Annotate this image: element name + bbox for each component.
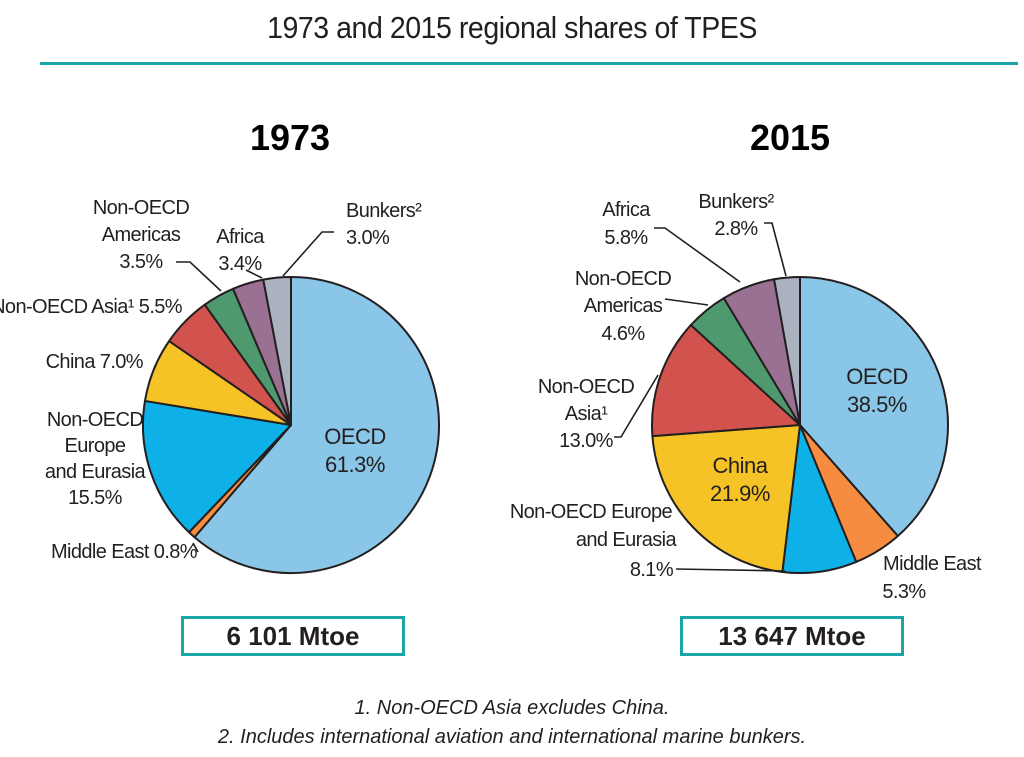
- label-2015-americas-1: Non-OECD: [575, 268, 671, 290]
- leader-europe-2015: [675, 568, 786, 572]
- label-2015-oecd-value: 38.5%: [847, 392, 907, 417]
- label-2015-europe-3: 8.1%: [630, 559, 674, 581]
- leader-middle-east-1973: [192, 542, 199, 553]
- total-1973: 6 101 Mtoe: [181, 616, 405, 656]
- labels-2015: OECD 38.5% China 21.9% Middle East 5.3% …: [510, 191, 983, 603]
- label-1973-europe-1: Non-OECD: [47, 409, 143, 431]
- label-1973-europe-3: and Eurasia: [45, 461, 147, 483]
- label-2015-europe-1: Non-OECD Europe: [510, 501, 673, 523]
- label-2015-africa-1: Africa: [602, 199, 651, 221]
- leader-americas-1973: [176, 261, 222, 292]
- label-1973-asia: Non-OECD Asia¹ 5.5%: [0, 296, 183, 318]
- label-2015-asia-2: Asia¹: [565, 403, 609, 425]
- labels-1973: OECD 61.3% Middle East 0.8% Non-OECD Eur…: [0, 197, 423, 563]
- label-1973-africa-1: Africa: [216, 226, 265, 248]
- label-2015-americas-3: 4.6%: [601, 323, 645, 345]
- label-1973-middle-east: Middle East 0.8%: [51, 541, 198, 563]
- leader-africa-2015: [654, 227, 741, 283]
- footnote-1: 1. Non-OECD Asia excludes China.: [354, 697, 670, 719]
- leader-bunkers-2015: [764, 222, 787, 277]
- pie-1973-title: 1973: [250, 117, 330, 158]
- label-1973-oecd-value: 61.3%: [325, 452, 385, 477]
- label-1973-china: China 7.0%: [46, 351, 144, 373]
- label-2015-asia-1: Non-OECD: [538, 376, 634, 398]
- label-1973-americas-2: Americas: [102, 224, 181, 246]
- label-2015-asia-3: 13.0%: [559, 430, 614, 452]
- label-1973-oecd-name: OECD: [324, 424, 386, 449]
- leader-bunkers-1973: [282, 231, 334, 277]
- pie-2015-title: 2015: [750, 117, 830, 158]
- pie-2015: [651, 275, 949, 574]
- leader-asia-2015: [614, 374, 659, 438]
- slice-1973-oecd: [193, 276, 440, 574]
- label-2015-bunkers-1: Bunkers²: [698, 191, 774, 213]
- leader-lines-1973: [176, 231, 334, 553]
- label-1973-europe-4: 15.5%: [68, 487, 123, 509]
- label-1973-africa-2: 3.4%: [218, 253, 262, 275]
- label-2015-africa-2: 5.8%: [604, 227, 648, 249]
- slice-1973-non-oecd-europe-and-eurasia: [142, 399, 292, 534]
- pie-1973: [142, 276, 440, 574]
- label-2015-middle-east-2: 5.3%: [882, 581, 926, 603]
- label-2015-china-value: 21.9%: [710, 481, 770, 506]
- slice-2015-non-oecd-asia: [651, 324, 801, 438]
- title-underline: [40, 62, 1018, 65]
- leader-lines-2015: [614, 222, 787, 572]
- slice-2015-china: [651, 424, 801, 573]
- label-2015-china-name: China: [713, 453, 769, 478]
- label-2015-europe-2: and Eurasia: [576, 529, 678, 551]
- label-1973-bunkers-1: Bunkers²: [346, 200, 422, 222]
- label-2015-bunkers-2: 2.8%: [714, 218, 758, 240]
- leader-africa-1973: [245, 269, 263, 279]
- label-2015-middle-east-1: Middle East: [883, 553, 982, 575]
- label-1973-bunkers-2: 3.0%: [346, 227, 390, 249]
- slice-2015-bunkers: [773, 275, 801, 426]
- label-1973-europe-2: Europe: [65, 435, 126, 457]
- total-2015: 13 647 Mtoe: [680, 616, 904, 656]
- label-1973-americas-3: 3.5%: [119, 251, 163, 273]
- footnote-2: 2. Includes international aviation and i…: [217, 726, 807, 748]
- label-2015-oecd-name: OECD: [846, 364, 908, 389]
- leader-americas-2015: [664, 298, 709, 306]
- chart-title: 1973 and 2015 regional shares of TPES: [267, 10, 757, 45]
- label-2015-americas-2: Americas: [584, 295, 663, 317]
- label-1973-americas-1: Non-OECD: [93, 197, 189, 219]
- slice-2015-oecd: [799, 276, 949, 538]
- slice-1973-bunkers: [262, 276, 292, 426]
